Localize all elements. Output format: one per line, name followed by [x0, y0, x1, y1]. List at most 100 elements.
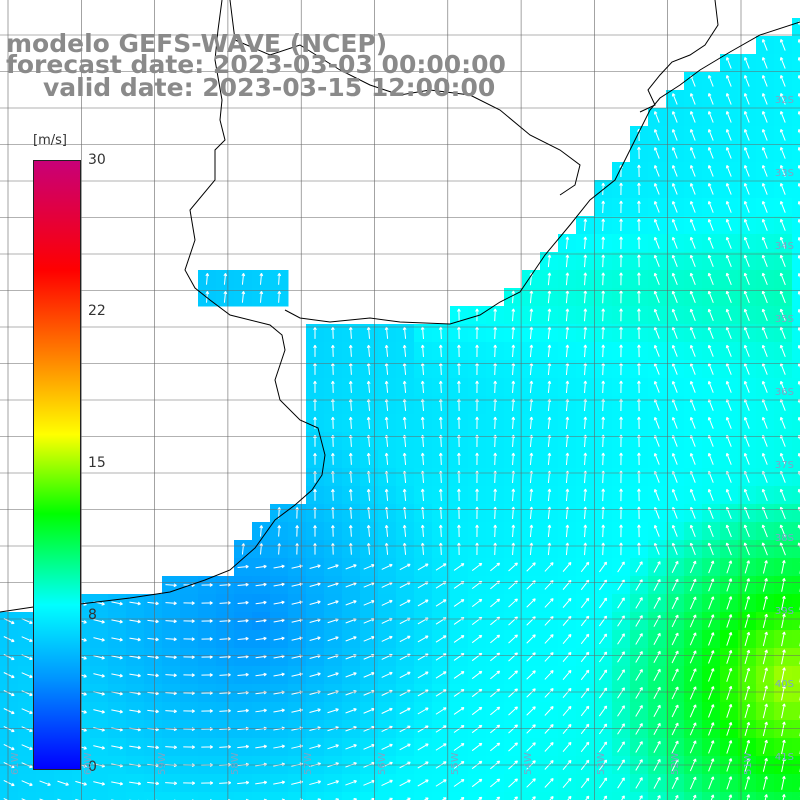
wind-arrow	[562, 777, 572, 789]
wind-arrow	[255, 600, 267, 605]
wind-arrow	[653, 704, 661, 718]
wind-arrow	[689, 704, 697, 718]
wind-arrow	[526, 562, 536, 572]
wind-arrow	[635, 615, 643, 627]
wind-arrow	[511, 524, 516, 538]
wind-arrow	[366, 543, 371, 555]
wind-arrow	[237, 780, 250, 785]
wind-arrow	[601, 542, 606, 556]
wind-arrow	[779, 380, 786, 393]
wind-arrow	[526, 742, 536, 752]
wind-arrow	[761, 452, 768, 465]
wind-cell	[792, 486, 800, 505]
wind-arrow	[744, 721, 751, 736]
wind-arrow	[779, 524, 786, 538]
wind-arrow	[345, 672, 357, 678]
wind-arrow	[3, 726, 15, 733]
wind-arrow	[259, 290, 264, 303]
wind-arrow	[345, 636, 357, 642]
wind-arrow	[653, 416, 660, 429]
wind-arrow	[762, 631, 768, 647]
wind-arrow	[277, 272, 282, 285]
wind-arrow	[147, 745, 160, 750]
wind-cell	[252, 792, 271, 800]
wind-cell	[0, 792, 19, 800]
wind-cell	[792, 666, 800, 685]
wind-arrow	[707, 308, 714, 322]
wind-arrow	[725, 93, 732, 105]
wind-arrow	[674, 794, 679, 800]
wind-arrow	[653, 524, 660, 537]
wind-arrow	[779, 254, 786, 268]
wind-arrow	[549, 796, 554, 800]
wind-arrow	[295, 525, 299, 537]
wind-cell	[558, 792, 577, 800]
wind-arrow	[201, 601, 213, 605]
wind-arrow	[475, 452, 479, 465]
model-title: modelo GEFS-WAVE (NCEP)	[6, 29, 388, 58]
wind-arrow	[580, 561, 590, 573]
wind-arrow	[475, 326, 479, 340]
wind-arrow	[653, 129, 660, 141]
wind-arrow	[671, 201, 678, 213]
wind-cell	[288, 792, 307, 800]
wind-arrow	[453, 779, 465, 787]
wind-arrow	[617, 687, 625, 699]
wind-cell	[450, 792, 469, 800]
wind-arrow	[526, 634, 536, 644]
wind-arrow	[313, 452, 317, 465]
wind-arrow	[725, 416, 732, 429]
wind-arrow	[348, 543, 353, 555]
wind-arrow	[330, 344, 335, 357]
wind-arrow	[201, 673, 213, 677]
wind-arrow	[743, 129, 750, 141]
wind-arrow	[583, 416, 588, 430]
wind-arrow	[111, 745, 124, 750]
wind-arrow	[710, 794, 715, 800]
wind-cell	[612, 792, 631, 800]
wind-arrow	[384, 398, 389, 411]
wind-arrow	[707, 93, 714, 105]
wind-arrow	[707, 75, 714, 87]
wind-arrow	[583, 452, 588, 466]
wind-arrow	[708, 722, 715, 736]
wind-arrow	[781, 667, 786, 683]
wind-arrow	[689, 200, 696, 213]
lon-label: 60W	[83, 752, 95, 775]
wind-arrow	[583, 254, 588, 268]
wind-arrow	[417, 635, 429, 643]
wind-arrow	[567, 795, 572, 800]
wind-arrow	[255, 636, 267, 641]
wind-arrow	[493, 380, 498, 393]
wind-arrow	[21, 708, 33, 715]
wind-cell	[792, 108, 800, 127]
wind-arrow	[708, 776, 715, 790]
wind-arrow	[601, 344, 606, 358]
wind-cell	[108, 792, 127, 800]
wind-arrow	[471, 724, 483, 734]
wind-arrow	[743, 488, 750, 501]
wind-arrow	[237, 672, 249, 677]
wind-cell	[792, 216, 800, 235]
wind-arrow	[205, 273, 210, 285]
wind-arrow	[725, 452, 732, 465]
wind-arrow	[529, 326, 534, 340]
wind-arrow	[475, 398, 479, 411]
wind-cell	[504, 792, 523, 800]
wind-arrow	[707, 290, 714, 304]
wind-arrow	[348, 344, 353, 357]
wind-arrow	[330, 380, 335, 393]
wind-arrow	[471, 688, 483, 698]
wind-cell	[90, 792, 109, 800]
wind-arrow	[635, 633, 643, 645]
wind-arrow	[562, 561, 572, 572]
wind-arrow	[513, 796, 519, 800]
wind-cell	[792, 432, 800, 451]
wind-arrow	[417, 743, 429, 751]
wind-arrow	[781, 739, 786, 755]
wind-arrow	[309, 636, 321, 641]
wind-arrow	[544, 634, 554, 644]
wind-cell	[792, 468, 800, 487]
wind-arrow	[761, 380, 768, 393]
wind-arrow	[348, 380, 353, 393]
